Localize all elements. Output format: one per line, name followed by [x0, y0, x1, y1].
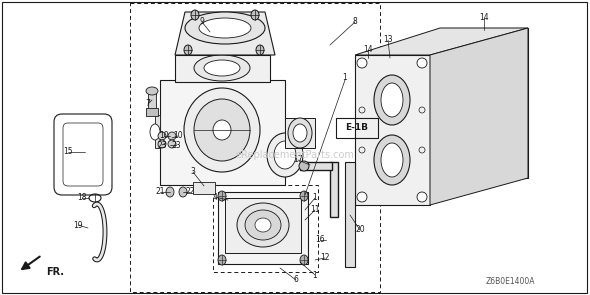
Ellipse shape: [213, 120, 231, 140]
Text: Z6B0E1400A: Z6B0E1400A: [485, 278, 535, 286]
Ellipse shape: [267, 133, 303, 177]
Ellipse shape: [443, 165, 453, 175]
Bar: [345, 162, 355, 267]
Ellipse shape: [381, 143, 403, 177]
Ellipse shape: [218, 255, 226, 265]
Text: 23: 23: [157, 140, 167, 150]
Text: 3: 3: [191, 168, 195, 176]
Text: 18: 18: [77, 194, 87, 202]
Ellipse shape: [300, 191, 308, 201]
Text: 22: 22: [185, 188, 195, 196]
Ellipse shape: [184, 45, 192, 55]
Text: 14: 14: [479, 14, 489, 22]
Bar: [218, 192, 308, 264]
Text: 12: 12: [320, 253, 330, 263]
Ellipse shape: [158, 132, 166, 140]
Ellipse shape: [300, 255, 308, 265]
Text: 19: 19: [73, 220, 83, 230]
Ellipse shape: [168, 140, 176, 148]
Text: 21: 21: [155, 188, 165, 196]
Ellipse shape: [374, 75, 410, 125]
Polygon shape: [430, 28, 528, 205]
Text: 7: 7: [146, 99, 150, 109]
Bar: [193, 182, 215, 194]
Ellipse shape: [464, 106, 504, 160]
Text: 17: 17: [293, 155, 303, 165]
Ellipse shape: [288, 118, 312, 148]
Text: 14: 14: [363, 45, 373, 55]
Polygon shape: [175, 55, 270, 82]
Text: 1: 1: [313, 194, 317, 202]
Ellipse shape: [146, 87, 158, 95]
Ellipse shape: [191, 10, 199, 20]
Ellipse shape: [179, 187, 187, 197]
Ellipse shape: [245, 210, 281, 240]
Text: 20: 20: [355, 225, 365, 235]
Ellipse shape: [166, 187, 174, 197]
Bar: [146, 108, 158, 116]
Ellipse shape: [237, 203, 289, 247]
Text: 1: 1: [313, 271, 317, 279]
Text: 23: 23: [171, 140, 181, 150]
Text: 6: 6: [294, 276, 299, 284]
Ellipse shape: [417, 192, 427, 202]
Bar: [330, 162, 338, 217]
Bar: [213, 185, 318, 272]
Ellipse shape: [184, 88, 260, 172]
Polygon shape: [355, 28, 528, 55]
Bar: [225, 198, 301, 253]
Ellipse shape: [515, 31, 525, 41]
Ellipse shape: [255, 218, 271, 232]
Polygon shape: [160, 80, 285, 185]
Ellipse shape: [204, 60, 240, 76]
Text: 9: 9: [199, 17, 205, 27]
Text: 4: 4: [212, 193, 218, 201]
Bar: [130, 3, 380, 292]
Text: 8: 8: [353, 17, 358, 27]
Ellipse shape: [199, 18, 251, 38]
Ellipse shape: [299, 161, 309, 171]
Ellipse shape: [293, 124, 307, 142]
Ellipse shape: [194, 99, 250, 161]
Ellipse shape: [185, 12, 265, 44]
Ellipse shape: [150, 124, 160, 140]
Ellipse shape: [218, 191, 226, 201]
Text: eReplacementParts.com: eReplacementParts.com: [235, 150, 355, 160]
Text: FR.: FR.: [46, 267, 64, 277]
Bar: [336, 118, 378, 138]
Polygon shape: [175, 12, 275, 55]
Text: 10: 10: [173, 132, 183, 140]
Text: 10: 10: [159, 132, 169, 140]
Polygon shape: [440, 28, 528, 178]
Polygon shape: [285, 118, 315, 148]
Ellipse shape: [251, 10, 259, 20]
Ellipse shape: [515, 165, 525, 175]
Ellipse shape: [256, 45, 264, 55]
Ellipse shape: [357, 58, 367, 68]
Ellipse shape: [274, 141, 296, 169]
Text: 13: 13: [383, 35, 393, 45]
Text: 16: 16: [315, 235, 325, 245]
Polygon shape: [155, 115, 160, 148]
Ellipse shape: [357, 192, 367, 202]
Ellipse shape: [471, 57, 497, 93]
Ellipse shape: [158, 140, 166, 148]
Ellipse shape: [374, 135, 410, 185]
Bar: [300, 162, 332, 170]
Ellipse shape: [443, 31, 453, 41]
Ellipse shape: [471, 115, 497, 151]
Ellipse shape: [464, 48, 504, 102]
Polygon shape: [355, 55, 430, 205]
Ellipse shape: [194, 55, 250, 81]
Bar: [148, 93, 156, 111]
Ellipse shape: [417, 58, 427, 68]
Text: E-1B: E-1B: [346, 124, 369, 132]
Text: 1: 1: [343, 73, 348, 83]
Text: 11: 11: [310, 206, 320, 214]
Text: 15: 15: [63, 148, 73, 157]
Ellipse shape: [168, 132, 176, 140]
Ellipse shape: [381, 83, 403, 117]
